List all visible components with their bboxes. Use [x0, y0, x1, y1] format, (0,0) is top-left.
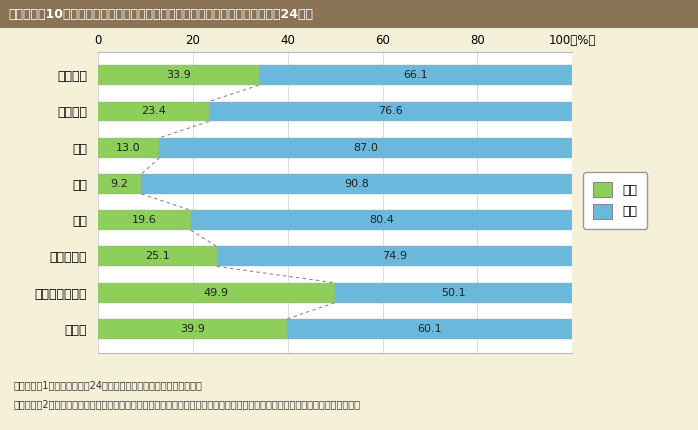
- Text: 33.9: 33.9: [166, 70, 191, 80]
- Text: 50.1: 50.1: [441, 288, 466, 298]
- Text: 80.4: 80.4: [369, 215, 394, 225]
- Text: 第１－７－10図　専攻分野別に見た大学等の研究本務者の割合（男女別，平成24年）: 第１－７－10図 専攻分野別に見た大学等の研究本務者の割合（男女別，平成24年）: [8, 8, 313, 21]
- Bar: [98, 210, 191, 230]
- Text: 74.9: 74.9: [382, 252, 407, 261]
- Bar: [217, 246, 572, 267]
- Bar: [98, 138, 159, 158]
- Bar: [98, 101, 209, 121]
- Text: 2．大学等：大学の学部（大学院の研究科を含む），短期大学，高等専門学校，大学附置研究所，大学共同利用機関等。: 2．大学等：大学の学部（大学院の研究科を含む），短期大学，高等専門学校，大学附置…: [14, 399, 361, 409]
- Bar: [98, 283, 334, 303]
- Text: 90.8: 90.8: [344, 179, 369, 189]
- Bar: [259, 65, 572, 85]
- Text: 39.9: 39.9: [180, 324, 205, 334]
- Bar: [191, 210, 572, 230]
- Bar: [287, 319, 572, 339]
- Text: 13.0: 13.0: [117, 143, 141, 153]
- Text: 19.6: 19.6: [132, 215, 156, 225]
- Bar: [209, 101, 572, 121]
- Text: 76.6: 76.6: [378, 107, 403, 117]
- Bar: [159, 138, 572, 158]
- Bar: [98, 246, 217, 267]
- Text: 66.1: 66.1: [403, 70, 428, 80]
- Bar: [98, 174, 142, 194]
- Bar: [98, 319, 287, 339]
- Bar: [98, 65, 259, 85]
- Text: （備考）　1．総務省「平成24年科学技術研究調査報告」より作成。: （備考） 1．総務省「平成24年科学技術研究調査報告」より作成。: [14, 381, 203, 390]
- Text: 49.9: 49.9: [204, 288, 229, 298]
- Bar: [142, 174, 572, 194]
- Bar: [334, 283, 572, 303]
- Legend: 女子, 男子: 女子, 男子: [584, 172, 647, 229]
- Text: 87.0: 87.0: [353, 143, 378, 153]
- Text: 23.4: 23.4: [141, 107, 165, 117]
- Text: 9.2: 9.2: [110, 179, 128, 189]
- Text: 60.1: 60.1: [417, 324, 442, 334]
- Text: 25.1: 25.1: [145, 252, 170, 261]
